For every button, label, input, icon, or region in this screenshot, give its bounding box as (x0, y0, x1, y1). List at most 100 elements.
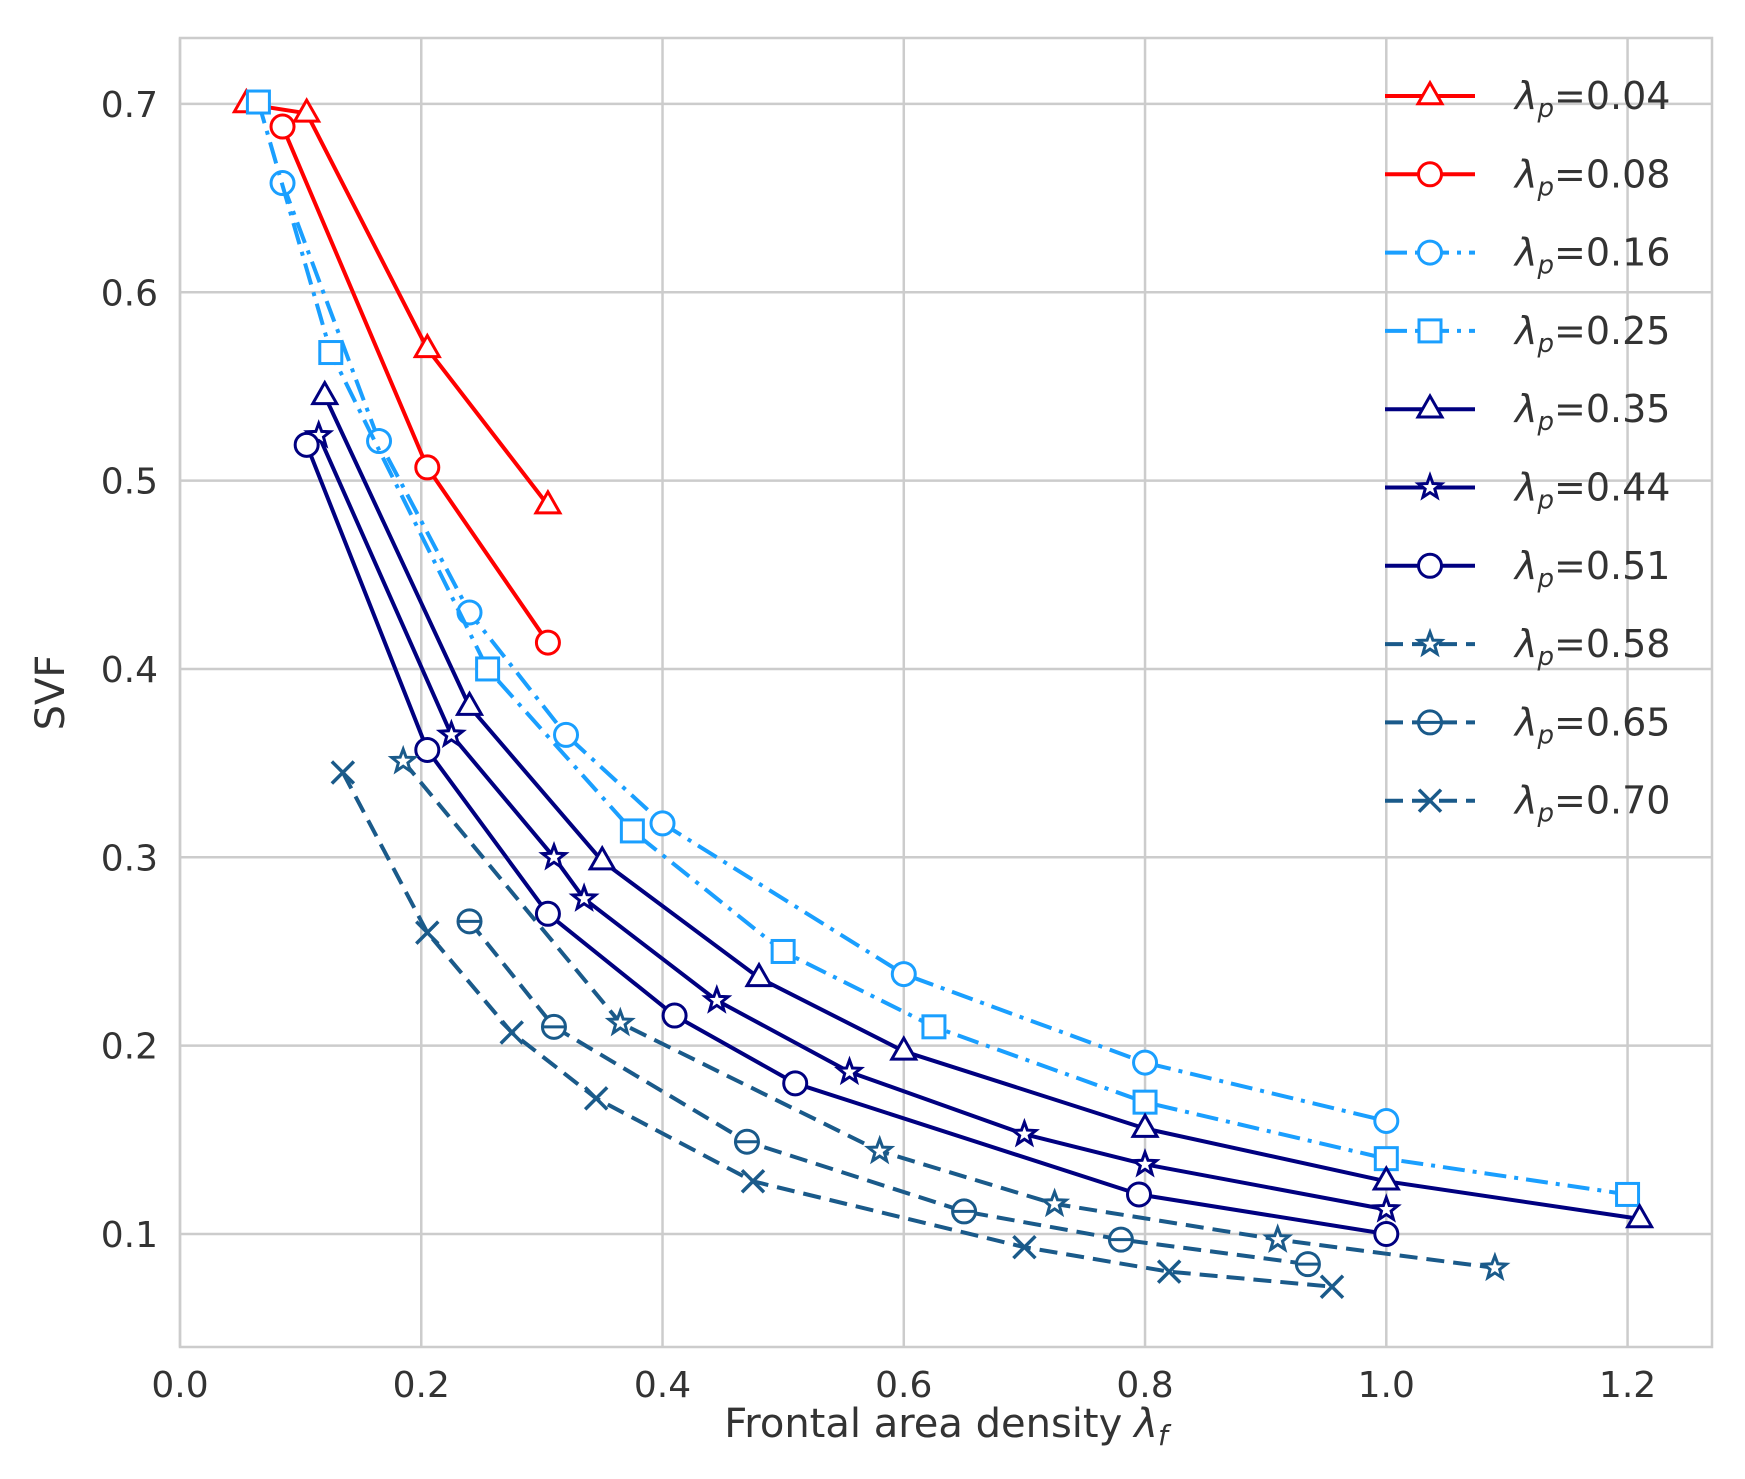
data-point (770, 938, 796, 964)
series-line (341, 771, 1333, 1289)
legend-label: λp=0.08 (1513, 152, 1670, 202)
series-line (245, 101, 550, 507)
series-line (401, 759, 1496, 1270)
plot-area (180, 38, 1712, 1347)
legend-entry: λp=0.08 (1385, 152, 1670, 202)
legend-entry: λp=0.65 (1385, 700, 1670, 750)
series-0.65 (456, 908, 1321, 1278)
data-point (568, 882, 600, 912)
legend-marker (1417, 239, 1443, 266)
y-tick-labels: 0.1 0.2 0.3 0.4 0.5 0.6 0.7 (101, 85, 158, 1256)
data-point (1373, 1220, 1400, 1247)
series-line (280, 182, 1387, 1123)
legend-entry: λp=0.25 (1385, 309, 1670, 359)
data-point (1615, 1181, 1641, 1207)
legend-marker (1415, 392, 1445, 419)
x-tick-label: 1.2 (1599, 1365, 1656, 1406)
data-point (533, 488, 563, 515)
x-tick-label: 1.0 (1358, 1365, 1415, 1406)
legend-label: λp=0.44 (1513, 466, 1670, 516)
data-point (499, 1020, 524, 1045)
data-point (701, 983, 733, 1014)
data-point (318, 340, 344, 366)
y-tick-label: 0.7 (101, 85, 158, 126)
data-point (387, 744, 419, 775)
data-point (1370, 1193, 1402, 1223)
data-point (1319, 1274, 1345, 1299)
legend-marker (1414, 471, 1446, 501)
y-tick-label: 0.2 (101, 1027, 158, 1068)
data-point (293, 431, 320, 458)
data-point (415, 920, 440, 945)
legend-entry: λp=0.35 (1385, 387, 1670, 437)
x-axis-label: Frontal area density λf (724, 1401, 1172, 1452)
data-point (1262, 1223, 1294, 1253)
legend-marker (1417, 161, 1443, 188)
data-point (890, 961, 917, 988)
legend-entry: λp=0.58 (1385, 622, 1670, 672)
data-point (1130, 1112, 1160, 1138)
series-0.51 (293, 431, 1400, 1247)
legend-label: λp=0.65 (1513, 700, 1670, 750)
data-point (414, 454, 441, 481)
data-point (744, 961, 774, 988)
legend-marker (1414, 627, 1446, 658)
data-point (649, 810, 676, 837)
data-point (538, 840, 570, 871)
data-point (414, 736, 441, 763)
plot-frame (178, 36, 1714, 1349)
series-layer (231, 87, 1655, 1299)
legend-marker (1415, 79, 1445, 106)
data-point (1479, 1251, 1511, 1282)
series-0.58 (387, 744, 1511, 1282)
series-line (322, 395, 1640, 1221)
data-point (534, 629, 561, 656)
data-point (1008, 1117, 1040, 1148)
x-tick-label: 0.4 (634, 1365, 691, 1406)
series-0.44 (303, 419, 1402, 1223)
y-tick-label: 0.6 (101, 273, 158, 314)
data-point (534, 900, 561, 927)
legend-marker (1417, 552, 1443, 579)
legend-entry: λp=0.44 (1385, 466, 1670, 516)
data-point (1294, 1251, 1321, 1278)
data-point (1039, 1187, 1071, 1218)
data-point (587, 844, 617, 871)
x-tick-label: 0.8 (1116, 1365, 1173, 1406)
data-point (864, 1134, 896, 1165)
data-point (733, 1128, 760, 1155)
data-point (412, 332, 442, 359)
data-point (435, 718, 467, 749)
data-point (1129, 1147, 1161, 1178)
y-axis-label: SVF (28, 655, 74, 731)
x-tick-label: 0.2 (393, 1365, 450, 1406)
series-0.08 (269, 113, 561, 656)
data-point (1126, 1181, 1153, 1208)
legend-label: λp=0.51 (1513, 544, 1670, 594)
data-point (1132, 1049, 1159, 1076)
data-point (456, 908, 483, 935)
y-tick-label: 0.1 (101, 1215, 158, 1256)
legend: λp=0.04 λp=0.08 λp=0.16 λp=0.25 λp=0.35 λp=0.… (1385, 74, 1670, 829)
legend-label: λp=0.04 (1513, 74, 1670, 124)
legend-entry: λp=0.51 (1385, 544, 1670, 594)
series-0.35 (310, 379, 1655, 1229)
data-point (292, 97, 322, 123)
legend-entry: λp=0.16 (1385, 231, 1670, 281)
data-point (1373, 1107, 1400, 1134)
data-point (834, 1055, 865, 1086)
legend-entry: λp=0.04 (1385, 74, 1670, 124)
grid-lines (178, 38, 1712, 1347)
legend-marker (1417, 318, 1443, 344)
data-point (454, 690, 485, 716)
data-point (330, 760, 356, 785)
series-0.16 (269, 170, 1400, 1134)
data-point (1625, 1202, 1655, 1229)
legend-label: λp=0.25 (1513, 309, 1670, 359)
data-point (1156, 1259, 1182, 1284)
data-point (553, 721, 580, 748)
y-tick-label: 0.4 (101, 650, 158, 691)
data-point (740, 1169, 766, 1194)
data-point (310, 379, 340, 406)
